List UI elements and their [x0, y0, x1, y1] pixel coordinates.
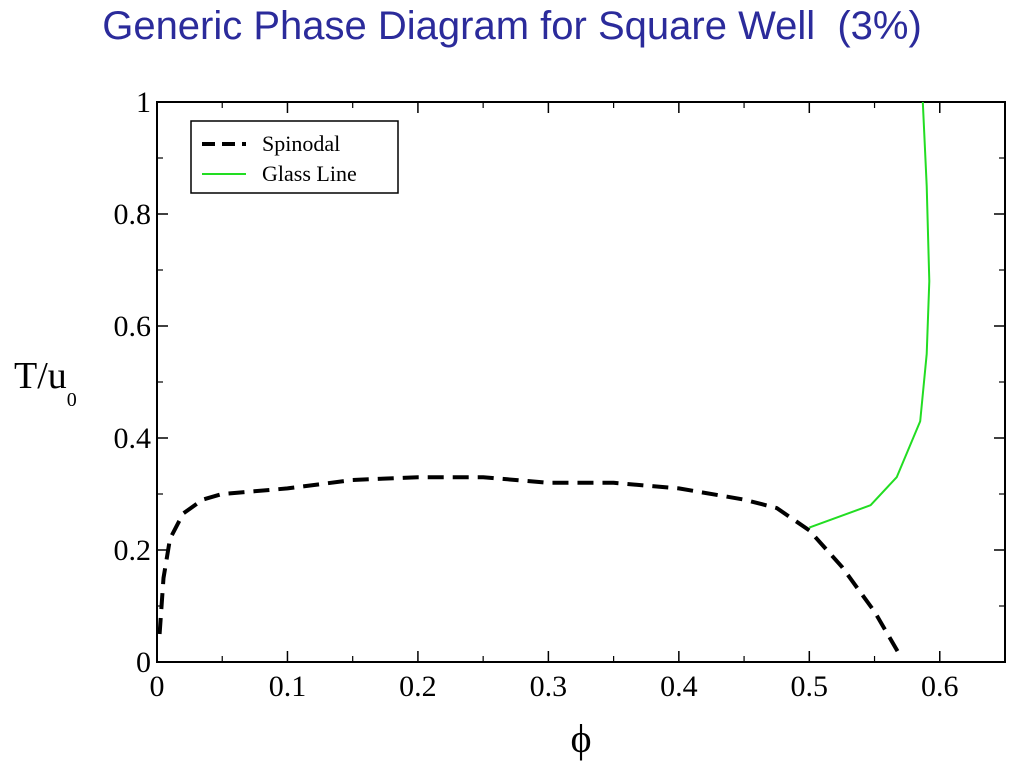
x-tick-label-4: 0.4	[660, 670, 698, 703]
series-line-glass-line	[808, 101, 931, 529]
y-axis-label: T/u0	[14, 355, 77, 411]
legend-label-glass-line: Glass Line	[262, 161, 357, 186]
y-axis-ticks: 0 0.2 0.4 0.6 0.8 1	[114, 86, 1005, 679]
legend-box	[190, 120, 399, 194]
legend-label-spinodal: Spinodal	[262, 131, 340, 156]
y-axis-label-main: T/u	[14, 355, 67, 397]
slide-title: Generic Phase Diagram for Square Well (3…	[102, 4, 922, 48]
y-tick-label-3: 0.6	[114, 310, 152, 343]
x-tick-label-0: 0	[150, 670, 165, 703]
legend: Spinodal Glass Line	[190, 120, 399, 194]
x-tick-label-2: 0.2	[399, 670, 437, 703]
x-tick-label-6: 0.6	[921, 670, 959, 703]
x-axis-label: ϕ	[570, 716, 591, 761]
series-line-spinodal	[157, 475, 903, 658]
y-tick-label-1: 0.2	[114, 534, 152, 567]
y-tick-label-5: 1	[136, 86, 151, 119]
x-tick-label-3: 0.3	[530, 670, 568, 703]
y-tick-label-4: 0.8	[114, 198, 152, 231]
y-axis-label-subscript: 0	[67, 389, 77, 411]
x-tick-label-1: 0.1	[269, 670, 307, 703]
y-tick-label-0: 0	[136, 646, 151, 679]
series-group	[157, 101, 931, 658]
x-tick-label-5: 0.5	[791, 670, 829, 703]
minor-ticks	[157, 102, 1005, 662]
x-axis-ticks: 0 0.1 0.2 0.3 0.4 0.5 0.6	[150, 102, 959, 703]
y-tick-label-2: 0.4	[114, 422, 152, 455]
